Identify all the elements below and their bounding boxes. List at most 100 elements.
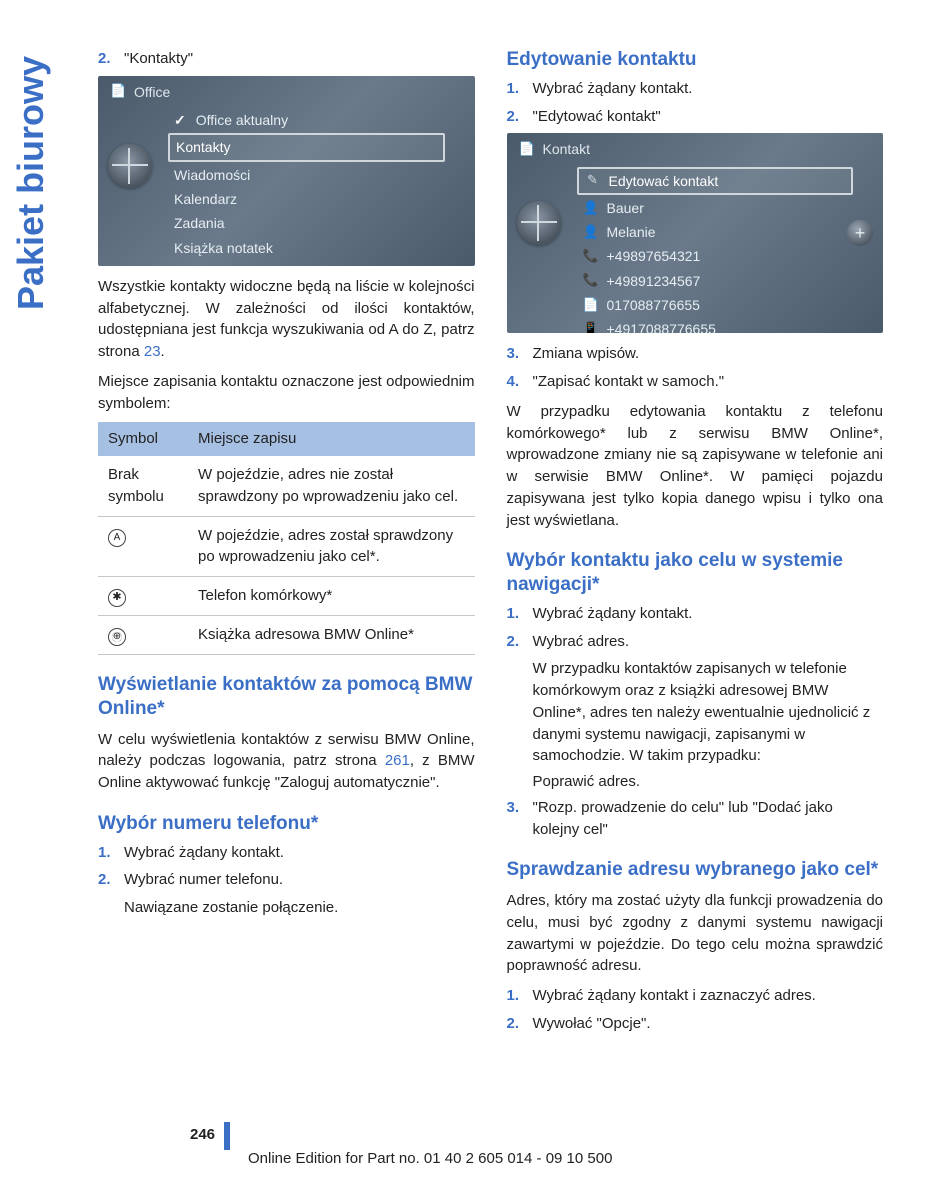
table-row: ⊕ Książka adresowa BMW Online*	[98, 616, 475, 655]
menu-item: Zadania	[168, 211, 475, 235]
table-header: Miejsce zapisu	[188, 422, 475, 456]
plus-icon: +	[847, 220, 873, 246]
list-text: Wybrać żądany kontakt.	[533, 80, 693, 97]
list-number: 2.	[98, 869, 111, 891]
list-item: 3. "Rozp. prowadzenie do celu" lub "Dodać…	[507, 797, 884, 841]
list-number: 1.	[507, 985, 520, 1007]
desc-cell: Telefon komórkowy*	[188, 577, 475, 616]
side-section-title: Pakiet biurowy	[5, 56, 57, 310]
mobile-icon: 📱	[583, 320, 599, 333]
list-text: Wybrać numer telefonu.	[124, 871, 283, 888]
menu-item: 📞+49891234567	[577, 269, 884, 293]
list-item: 1. Wybrać żądany kontakt i zaznaczyć adre…	[507, 985, 884, 1007]
symbol-cell: A	[98, 516, 188, 577]
table-row: Brak symbolu W pojeździe, adres nie zost…	[98, 456, 475, 516]
desc-cell: W pojeździe, adres został spraw­dzony po…	[188, 516, 475, 577]
folder-icon: 📄	[110, 82, 126, 101]
fax-icon: 📄	[583, 296, 599, 315]
footer-bar	[224, 1122, 230, 1150]
list-text: Wybrać żądany kontakt.	[124, 844, 284, 861]
list-number: 2.	[507, 631, 520, 653]
menu-item: Książka notatek	[168, 236, 475, 260]
left-column: 2. "Kontakty" 📄 Office Office aktualny K…	[98, 48, 475, 1041]
list-number: 2.	[507, 106, 520, 128]
list-item: 4. "Zapisać kontakt w samoch."	[507, 371, 884, 393]
list-text: "Rozp. prowadzenie do celu" lub "Dodać j…	[533, 799, 833, 838]
menu-item: Wiadomości	[168, 163, 475, 187]
table-header: Symbol	[98, 422, 188, 456]
idrive-controller-icon	[517, 201, 561, 245]
menu-item: 👤Bauer	[577, 196, 884, 220]
page-number: 246	[190, 1124, 215, 1146]
menu-item-selected: Kontakty	[168, 133, 445, 161]
list-item: 2. "Kontakty"	[98, 48, 475, 70]
list-item: 2. Wybrać adres.	[507, 631, 884, 653]
desc-cell: W pojeździe, adres nie został sprawdzony…	[188, 456, 475, 516]
list-number: 2.	[507, 1013, 520, 1035]
sub-paragraph: Poprawić adres.	[507, 771, 884, 793]
idrive-controller-icon	[108, 144, 152, 188]
list-item: 1. Wybrać żądany kontakt.	[507, 78, 884, 100]
symbol-cell: ⊕	[98, 616, 188, 655]
list-number: 1.	[507, 78, 520, 100]
list-text: Wybrać żądany kontakt.	[533, 605, 693, 622]
idrive-screenshot-office: 📄 Office Office aktualny Kontakty Wiadom…	[98, 76, 475, 266]
list-number: 4.	[507, 371, 520, 393]
gps-checked-icon: A	[108, 529, 126, 547]
list-number: 2.	[98, 48, 111, 70]
heading-phone-select: Wybór numeru telefonu*	[98, 812, 475, 836]
menu-item-selected: ✎Edytować kontakt	[577, 167, 854, 195]
heading-nav-target: Wybór kontaktu jako celu w systemie nawi…	[507, 549, 884, 597]
list-text: "Kontakty"	[124, 50, 193, 67]
screenshot-title: Office	[134, 82, 170, 102]
list-number: 3.	[507, 343, 520, 365]
list-number: 1.	[507, 603, 520, 625]
table-row: A W pojeździe, adres został spraw­dzony …	[98, 516, 475, 577]
heading-edit-contact: Edytowanie kontaktu	[507, 48, 884, 72]
menu-item: 👤Melanie	[577, 220, 884, 244]
list-item: 2. Wybrać numer telefonu.	[98, 869, 475, 891]
heading-check-address: Sprawdzanie adresu wybranego jako cel*	[507, 858, 884, 882]
person-icon: 👤	[583, 199, 599, 218]
paragraph: W celu wyświetlenia kontaktów z serwisu …	[98, 729, 475, 794]
menu-item: Przypomnienia	[168, 260, 475, 266]
list-item: 1.Wybrać żądany kontakt.	[98, 842, 475, 864]
sub-paragraph: W przypadku kontaktów zapisanych w tele­…	[507, 658, 884, 767]
idrive-screenshot-contact: 📄 Kontakt + ✎Edytować kontakt 👤Bauer 👤Me…	[507, 133, 884, 333]
list-text: Zmiana wpisów.	[533, 345, 640, 362]
paragraph: Adres, który ma zostać użyty dla funkcji…	[507, 890, 884, 977]
symbol-cell: ✱	[98, 577, 188, 616]
phone-icon: 📞	[583, 271, 599, 290]
symbol-table: Symbol Miejsce zapisu Brak symbolu W poj…	[98, 422, 475, 655]
list-text: Wywołać "Opcje".	[533, 1015, 651, 1032]
page-link[interactable]: 261	[385, 752, 410, 769]
screenshot-title: Kontakt	[543, 139, 590, 159]
table-row: ✱ Telefon komórkowy*	[98, 577, 475, 616]
list-text: "Zapisać kontakt w samoch."	[533, 373, 725, 390]
folder-icon: 📄	[519, 140, 535, 159]
menu-item: Kalendarz	[168, 187, 475, 211]
list-text: Wybrać adres.	[533, 633, 630, 650]
list-number: 3.	[507, 797, 520, 819]
menu-item: 📱+4917088776655	[577, 317, 884, 333]
heading-bmw-online: Wyświetlanie kontaktów za pomocą BMW Onl…	[98, 673, 475, 721]
menu-item: 📄017088776655	[577, 293, 884, 317]
desc-cell: Książka adresowa BMW Online*	[188, 616, 475, 655]
list-item: 3. Zmiana wpisów.	[507, 343, 884, 365]
paragraph: Miejsce zapisania kontaktu oznaczone jes…	[98, 371, 475, 415]
symbol-cell: Brak symbolu	[98, 456, 188, 516]
list-text: Wybrać żądany kontakt i zaznaczyć adres.	[533, 987, 816, 1004]
list-item: 2. Wywołać "Opcje".	[507, 1013, 884, 1035]
list-item: 1. Wybrać żądany kontakt.	[507, 603, 884, 625]
page-link[interactable]: 23	[144, 343, 161, 360]
paragraph: Wszystkie kontakty widoczne będą na liśc…	[98, 276, 475, 363]
list-text: "Edytować kontakt"	[533, 108, 661, 125]
footer-text: Online Edition for Part no. 01 40 2 605 …	[248, 1148, 612, 1170]
menu-item: 📞+49897654321	[577, 244, 884, 268]
menu-item: Office aktualny	[168, 108, 475, 132]
paragraph: W przypadku edytowania kontaktu z telefo…	[507, 401, 884, 532]
phone-icon: 📞	[583, 247, 599, 266]
edit-icon: ✎	[585, 171, 601, 190]
list-item: 2. "Edytować kontakt"	[507, 106, 884, 128]
sub-paragraph: Nawiązane zostanie połączenie.	[98, 897, 475, 919]
